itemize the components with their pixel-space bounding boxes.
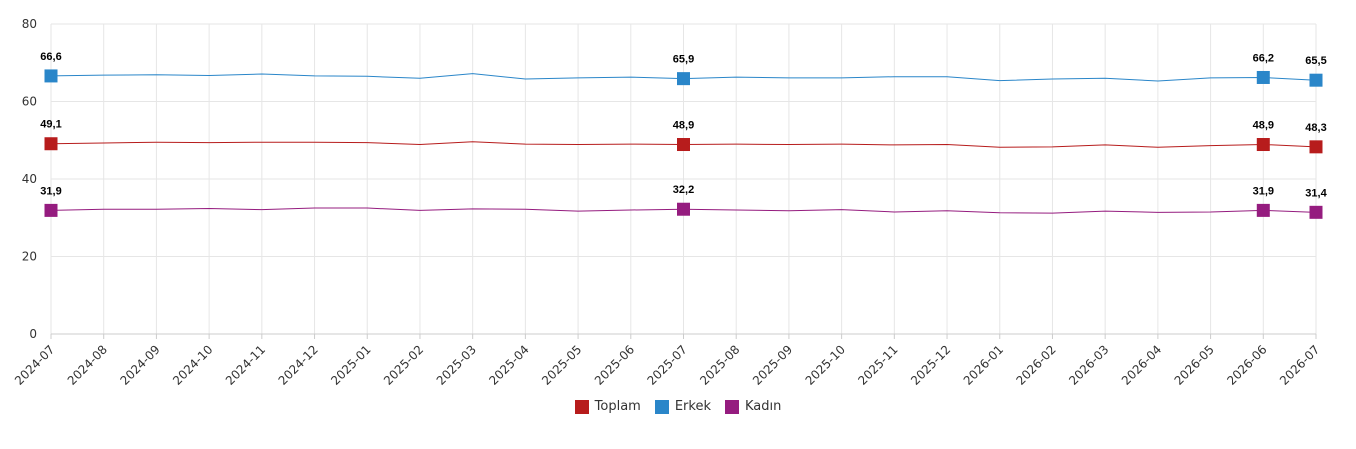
data-point-marker[interactable]: [1256, 138, 1270, 152]
data-label: 66,6: [40, 51, 61, 63]
x-tick-label: 2025-07: [645, 342, 690, 387]
data-label: 48,9: [1253, 120, 1274, 132]
x-tick-label: 2024-09: [117, 342, 162, 387]
legend-item-kadın[interactable]: Kadın: [724, 399, 782, 414]
x-tick-label: 2025-05: [539, 342, 584, 387]
data-label: 66,2: [1253, 52, 1274, 64]
x-tick-label: 2026-06: [1224, 342, 1269, 387]
y-tick-label: 80: [22, 17, 37, 31]
legend-label: Kadın: [744, 399, 782, 414]
x-tick-label: 2025-02: [381, 342, 426, 387]
x-tick-label: 2026-02: [1013, 342, 1058, 387]
data-label: 49,1: [40, 119, 61, 131]
x-tick-label: 2025-06: [592, 342, 637, 387]
data-point-marker[interactable]: [1256, 70, 1270, 84]
data-label: 48,3: [1305, 122, 1326, 134]
x-tick-label: 2025-10: [803, 342, 848, 387]
y-tick-label: 20: [22, 250, 37, 264]
data-labels: 49,1 48,9 48,9 48,3 66,6 65,9 66,2 65,5 31,9 32,2…: [40, 51, 1327, 199]
data-point-marker[interactable]: [1309, 73, 1323, 87]
series-lines: [44, 69, 1323, 219]
x-tick-label: 2025-04: [486, 342, 531, 387]
data-label: 31,4: [1305, 187, 1327, 199]
data-point-marker[interactable]: [1256, 203, 1270, 217]
y-tick-label: 40: [22, 172, 37, 186]
legend: Toplam Erkek Kadın: [0, 399, 1356, 414]
x-tick-label: 2026-03: [1066, 342, 1111, 387]
x-tick-label: 2024-10: [170, 342, 215, 387]
data-point-marker[interactable]: [44, 137, 58, 151]
data-point-marker[interactable]: [44, 203, 58, 217]
data-label: 31,9: [40, 185, 61, 197]
data-label: 31,9: [1253, 185, 1274, 197]
x-tick-label: 2025-12: [908, 342, 953, 387]
legend-swatch: [724, 399, 739, 414]
data-label: 65,5: [1305, 55, 1326, 67]
chart-canvas: 2024-07 2024-08 2024-09 2024-10 2024-11 2024-…: [12, 17, 1328, 388]
data-point-marker[interactable]: [677, 138, 690, 152]
data-point-marker[interactable]: [1309, 140, 1323, 154]
x-tick-label: 2024-11: [223, 342, 268, 387]
x-tick-label: 2024-12: [276, 342, 321, 387]
x-tick-label: 2024-08: [65, 342, 110, 387]
legend-swatch: [654, 399, 669, 414]
data-label: 65,9: [673, 54, 694, 66]
y-tick-label: 0: [29, 327, 37, 341]
data-point-marker[interactable]: [1309, 205, 1323, 219]
x-tick-label: 2025-08: [697, 342, 742, 387]
x-tick-label: 2026-07: [1277, 342, 1322, 387]
legend-item-toplam[interactable]: Toplam: [574, 399, 641, 414]
x-tick-label: 2026-01: [961, 342, 1006, 387]
data-label: 32,2: [673, 184, 694, 196]
grid: [50, 23, 1317, 335]
data-point-marker[interactable]: [677, 202, 690, 216]
x-tick-label: 2026-04: [1119, 342, 1164, 387]
x-tick-label: 2025-01: [328, 342, 373, 387]
x-tick-label: 2025-09: [750, 342, 795, 387]
y-tick-label: 60: [22, 95, 37, 109]
legend-label: Toplam: [594, 399, 641, 414]
legend-swatch: [574, 399, 589, 414]
x-tick-label: 2026-05: [1172, 342, 1217, 387]
axes: 2024-07 2024-08 2024-09 2024-10 2024-11 2024-…: [12, 17, 1322, 388]
data-point-marker[interactable]: [677, 72, 690, 86]
data-label: 48,9: [673, 120, 694, 132]
legend-item-erkek[interactable]: Erkek: [654, 399, 711, 414]
legend-label: Erkek: [674, 399, 711, 414]
x-tick-label: 2025-03: [434, 342, 479, 387]
x-tick-label: 2025-11: [855, 342, 900, 387]
x-tick-label: 2024-07: [12, 342, 57, 387]
data-point-marker[interactable]: [44, 69, 58, 83]
